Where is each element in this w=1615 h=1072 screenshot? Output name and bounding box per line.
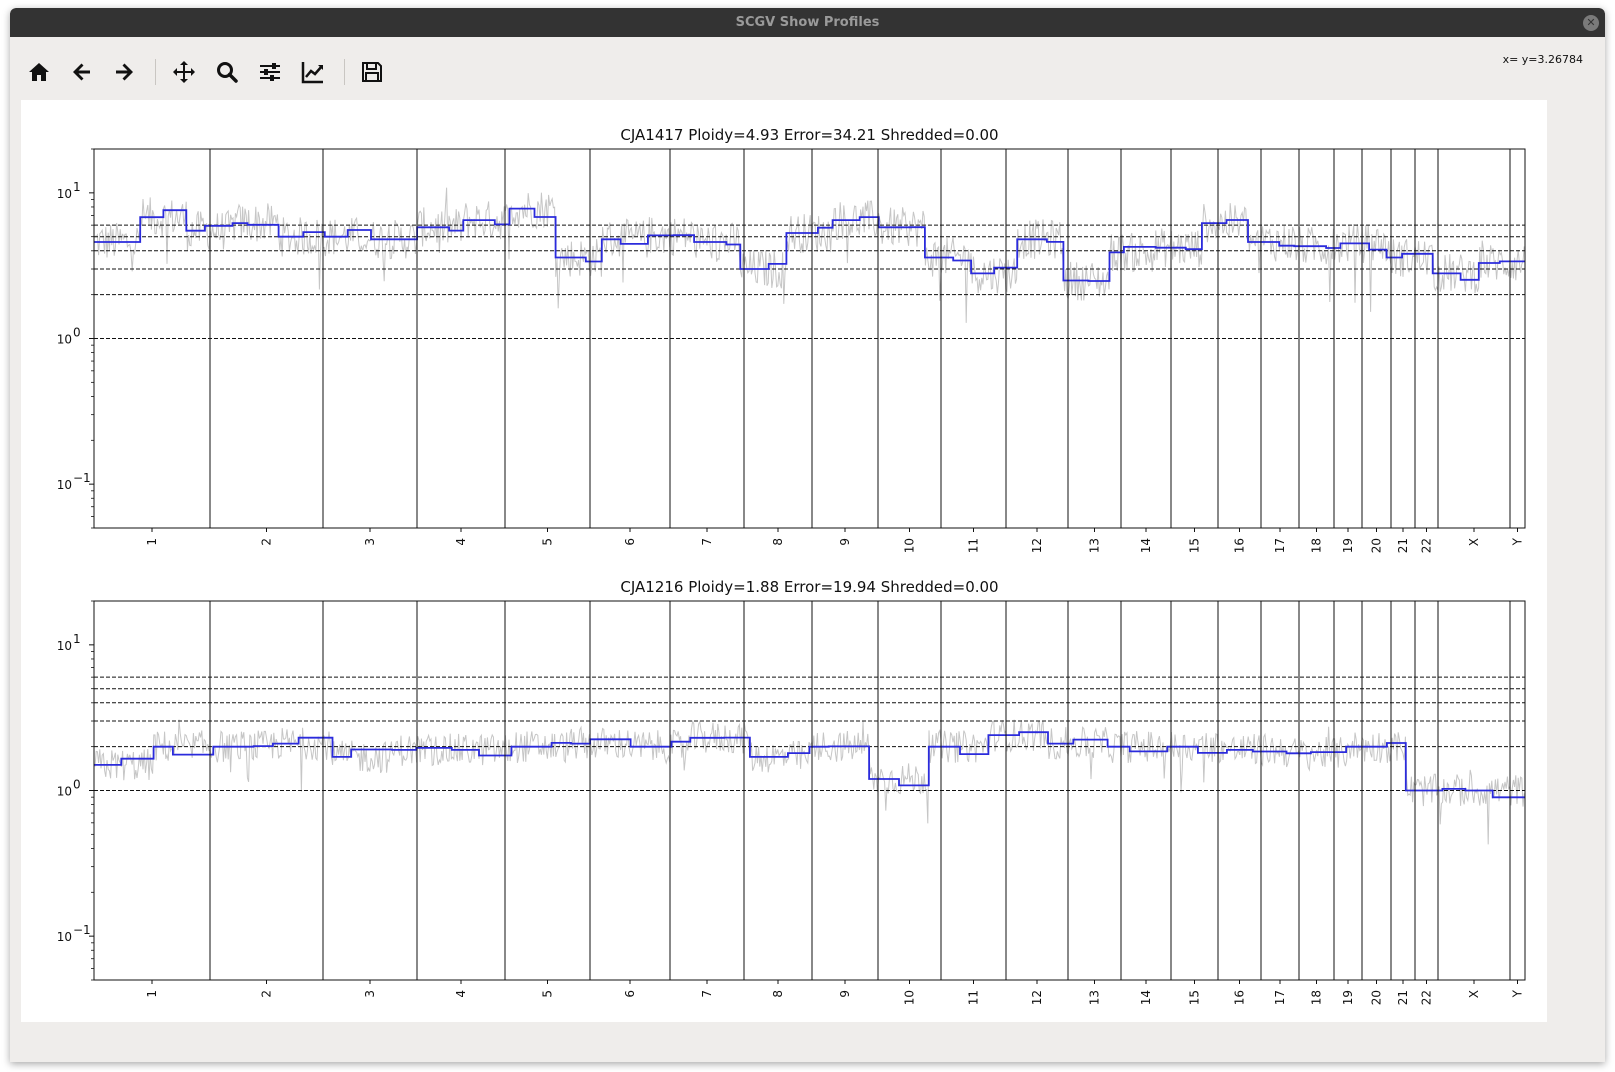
save-button[interactable] bbox=[355, 55, 389, 89]
chromosome-label: 5 bbox=[541, 538, 555, 546]
chromosome-label: 9 bbox=[838, 990, 852, 998]
chromosome-label: 1 bbox=[145, 538, 159, 546]
forward-button[interactable] bbox=[107, 55, 141, 89]
configure-subplots-icon bbox=[260, 63, 280, 81]
segmented-copy-number-line bbox=[94, 207, 1525, 282]
edit-axis-button[interactable] bbox=[296, 55, 330, 89]
y-tick-exponent: −1 bbox=[73, 471, 91, 485]
chromosome-label: 7 bbox=[700, 538, 714, 546]
close-button[interactable]: ✕ bbox=[1583, 15, 1599, 31]
y-tick-exponent: 0 bbox=[73, 326, 81, 340]
chromosome-label: 17 bbox=[1273, 538, 1287, 553]
chromosome-label: 17 bbox=[1273, 990, 1287, 1005]
chromosome-label: 4 bbox=[454, 538, 468, 546]
chromosome-label: 22 bbox=[1420, 990, 1434, 1005]
chromosome-label: X bbox=[1467, 538, 1481, 546]
save-icon bbox=[362, 62, 382, 82]
chromosome-label: 4 bbox=[454, 990, 468, 998]
chromosome-label: 20 bbox=[1370, 990, 1384, 1005]
window-title: SCGV Show Profiles bbox=[735, 15, 880, 30]
chromosome-label: 18 bbox=[1310, 990, 1324, 1005]
zoom-button[interactable] bbox=[210, 55, 244, 89]
chromosome-label: 12 bbox=[1030, 990, 1044, 1005]
toolbar-separator bbox=[344, 59, 345, 85]
chromosome-label: 7 bbox=[700, 990, 714, 998]
back-button[interactable] bbox=[65, 55, 99, 89]
raw-read-counts-line bbox=[94, 187, 1525, 323]
pan-button[interactable] bbox=[167, 55, 201, 89]
plot-title: CJA1417 Ploidy=4.93 Error=34.21 Shredded… bbox=[620, 126, 998, 144]
chromosome-label: 15 bbox=[1188, 990, 1202, 1005]
chromosome-label: 2 bbox=[260, 990, 274, 998]
chromosome-label: X bbox=[1467, 990, 1481, 998]
y-tick-exponent: 1 bbox=[73, 180, 81, 194]
y-tick-label: 10 bbox=[57, 639, 72, 653]
chromosome-label: 10 bbox=[903, 990, 917, 1005]
chromosome-label: 19 bbox=[1341, 538, 1355, 553]
chromosome-label: 13 bbox=[1088, 538, 1102, 553]
chromosome-label: 14 bbox=[1139, 990, 1153, 1005]
chromosome-label: 1 bbox=[145, 990, 159, 998]
chromosome-label: 13 bbox=[1088, 990, 1102, 1005]
configure-subplots-button[interactable] bbox=[253, 55, 287, 89]
y-tick-label: 10 bbox=[57, 187, 72, 201]
y-tick-exponent: 1 bbox=[73, 632, 81, 646]
y-tick-exponent: 0 bbox=[73, 778, 81, 792]
segmented-copy-number-line bbox=[94, 731, 1525, 799]
profile-plot-1: CJA1417 Ploidy=4.93 Error=34.21 Shredded… bbox=[57, 126, 1526, 553]
figure-canvas[interactable]: CJA1417 Ploidy=4.93 Error=34.21 Shredded… bbox=[21, 100, 1547, 1022]
cursor-coordinates: x= y=3.26784 bbox=[1502, 53, 1583, 66]
chromosome-label: 19 bbox=[1341, 990, 1355, 1005]
app-window: SCGV Show Profiles ✕ x= y=3 bbox=[10, 8, 1605, 1062]
profiles-figure: CJA1417 Ploidy=4.93 Error=34.21 Shredded… bbox=[57, 126, 1526, 1005]
chromosome-label: Y bbox=[1511, 989, 1525, 998]
close-icon: ✕ bbox=[1586, 16, 1596, 29]
chromosome-label: 16 bbox=[1233, 990, 1247, 1005]
edit-axis-icon bbox=[301, 62, 323, 84]
zoom-icon bbox=[217, 62, 238, 83]
chromosome-label: 16 bbox=[1233, 538, 1247, 553]
chromosome-label: 14 bbox=[1139, 538, 1153, 553]
chromosome-label: 11 bbox=[967, 538, 981, 553]
home-button[interactable] bbox=[22, 55, 56, 89]
chromosome-label: 5 bbox=[541, 990, 555, 998]
chromosome-label: 11 bbox=[967, 990, 981, 1005]
chromosome-label: 12 bbox=[1030, 538, 1044, 553]
chromosome-label: 22 bbox=[1420, 538, 1434, 553]
chromosome-label: 18 bbox=[1310, 538, 1324, 553]
chromosome-label: 2 bbox=[260, 538, 274, 546]
chromosome-label: 6 bbox=[623, 990, 637, 998]
chromosome-label: 9 bbox=[838, 538, 852, 546]
y-tick-exponent: −1 bbox=[73, 923, 91, 937]
plot-title: CJA1216 Ploidy=1.88 Error=19.94 Shredded… bbox=[620, 578, 998, 596]
chromosome-label: 8 bbox=[771, 990, 785, 998]
forward-icon bbox=[116, 63, 133, 81]
chromosome-label: 3 bbox=[363, 990, 377, 998]
chromosome-label: 6 bbox=[623, 538, 637, 546]
pan-icon bbox=[173, 61, 195, 83]
profile-plot-2: CJA1216 Ploidy=1.88 Error=19.94 Shredded… bbox=[57, 578, 1526, 1005]
chromosome-label: 10 bbox=[903, 538, 917, 553]
home-icon bbox=[29, 63, 49, 81]
toolbar-separator bbox=[155, 59, 156, 85]
y-tick-label: 10 bbox=[57, 333, 72, 347]
chromosome-label: 21 bbox=[1396, 990, 1410, 1005]
back-icon bbox=[73, 63, 90, 81]
chromosome-label: 20 bbox=[1370, 538, 1384, 553]
chromosome-label: 3 bbox=[363, 538, 377, 546]
chromosome-label: 15 bbox=[1188, 538, 1202, 553]
chromosome-label: 8 bbox=[771, 538, 785, 546]
chromosome-label: 21 bbox=[1396, 538, 1410, 553]
toolbar: x= y=3.26784 bbox=[10, 37, 1605, 99]
y-tick-label: 10 bbox=[57, 785, 72, 799]
chromosome-label: Y bbox=[1511, 537, 1525, 546]
title-bar: SCGV Show Profiles ✕ bbox=[10, 8, 1605, 37]
y-tick-label: 10 bbox=[57, 930, 72, 944]
y-tick-label: 10 bbox=[57, 478, 72, 492]
